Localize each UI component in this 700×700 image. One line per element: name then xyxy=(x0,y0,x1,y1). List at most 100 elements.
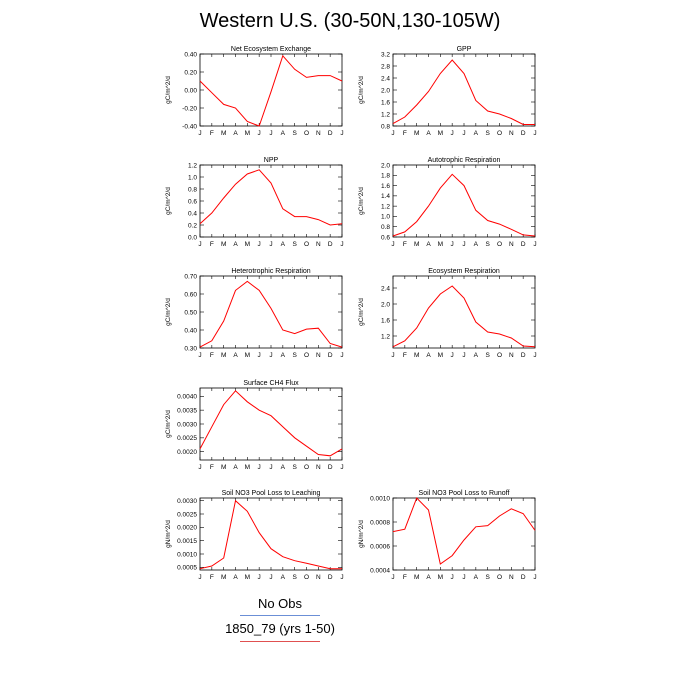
panel-title: Autotrophic Respiration xyxy=(428,157,501,164)
y-tick-label: 0.0025 xyxy=(177,435,197,442)
x-tick-label: F xyxy=(403,130,407,137)
x-tick-label: M xyxy=(414,574,419,581)
y-tick-label: 0.0010 xyxy=(370,495,390,502)
x-tick-label: O xyxy=(304,574,309,581)
series-line xyxy=(392,497,536,565)
x-tick-label: J xyxy=(198,241,201,248)
x-tick-label: J xyxy=(462,574,465,581)
x-tick-label: F xyxy=(210,352,214,359)
panel-heterotrophic-respiration: Heterotrophic Respiration J F M A M J J A S O N D J 0.… xyxy=(160,264,360,388)
x-tick-label: O xyxy=(304,241,309,248)
x-tick-label: D xyxy=(328,130,333,137)
page-title: Western U.S. (30-50N,130-105W) xyxy=(199,10,501,32)
x-tick-label: M xyxy=(245,574,250,581)
x-tick-label: J xyxy=(451,352,454,359)
x-tick-label: J xyxy=(391,574,394,581)
x-tick-label: J xyxy=(533,130,536,137)
x-tick-label: J xyxy=(258,574,261,581)
y-tick-label: 0.40 xyxy=(184,51,197,58)
x-tick-label: M xyxy=(221,464,226,471)
x-tick-label: M xyxy=(438,241,443,248)
x-tick-label: S xyxy=(292,352,297,359)
y-tick-label: 0.60 xyxy=(184,291,197,298)
x-tick-label: J xyxy=(269,130,272,137)
y-tick-label: 0.0030 xyxy=(177,498,197,505)
y-tick-label: 0.00 xyxy=(184,87,197,94)
panel-soil-no3-leaching: Soil NO3 Pool Loss to Leaching J F M A M J J A S O… xyxy=(160,486,360,610)
y-tick-label: 0.8 xyxy=(188,186,197,193)
y-tick-label: 0.2 xyxy=(188,222,197,229)
y-axis-label: gC/m^2/d xyxy=(358,298,365,326)
x-tick-label: M xyxy=(414,241,419,248)
y-tick-label: 1.6 xyxy=(381,183,390,190)
x-tick-label: J xyxy=(340,464,343,471)
plot-frame xyxy=(392,497,536,571)
x-tick-label: J xyxy=(198,352,201,359)
x-tick-label: J xyxy=(269,352,272,359)
y-tick-label: -0.40 xyxy=(182,123,197,130)
x-tick-label: M xyxy=(221,241,226,248)
x-tick-label: M xyxy=(245,241,250,248)
y-tick-label: 0.0025 xyxy=(177,511,197,518)
y-tick-label: 0.0005 xyxy=(177,565,197,572)
x-tick-label: M xyxy=(245,352,250,359)
x-tick-label: F xyxy=(210,130,214,137)
x-tick-label: O xyxy=(497,130,502,137)
y-tick-label: 0.8 xyxy=(381,123,390,130)
x-tick-label: S xyxy=(485,130,490,137)
x-tick-label: A xyxy=(233,241,238,248)
x-tick-label: N xyxy=(316,464,321,471)
x-tick-label: O xyxy=(304,464,309,471)
panel-gpp: GPP J F M A M J J A S O N D J 0.8 1.2 1.6 2.0 2.4 2.8 3.2 gC/… xyxy=(353,42,553,166)
x-tick-label: S xyxy=(292,130,297,137)
x-tick-label: N xyxy=(316,130,321,137)
y-axis-label: gN/m^2/d xyxy=(165,520,172,548)
x-tick-label: A xyxy=(474,352,479,359)
x-tick-label: J xyxy=(258,352,261,359)
x-tick-label: A xyxy=(233,352,238,359)
y-tick-label: 0.40 xyxy=(184,327,197,334)
x-tick-label: J xyxy=(533,574,536,581)
series-line xyxy=(392,59,535,125)
x-tick-label: A xyxy=(281,241,286,248)
x-tick-label: J xyxy=(269,574,272,581)
x-tick-label: N xyxy=(316,352,321,359)
y-tick-label: 0.0020 xyxy=(177,525,197,532)
x-tick-label: J xyxy=(451,130,454,137)
x-tick-label: N xyxy=(316,241,321,248)
y-tick-label: -0.20 xyxy=(182,105,197,112)
x-tick-label: J xyxy=(340,574,343,581)
x-tick-label: O xyxy=(497,574,502,581)
x-tick-label: A xyxy=(426,574,431,581)
x-tick-label: A xyxy=(426,130,431,137)
x-tick-label: O xyxy=(304,352,309,359)
y-tick-label: 1.2 xyxy=(381,333,390,340)
x-tick-label: O xyxy=(497,352,502,359)
panel-title: Surface CH4 Flux xyxy=(243,380,299,387)
y-tick-label: 0.6 xyxy=(188,198,197,205)
y-tick-label: 0.50 xyxy=(184,309,197,316)
x-tick-label: S xyxy=(485,241,490,248)
y-tick-label: 0.0020 xyxy=(177,449,197,456)
x-tick-label: O xyxy=(497,241,502,248)
x-tick-label: F xyxy=(210,574,214,581)
y-tick-label: 1.6 xyxy=(381,317,390,324)
panel-title: NPP xyxy=(264,157,279,164)
x-tick-label: A xyxy=(233,130,238,137)
x-tick-label: J xyxy=(451,241,454,248)
y-tick-label: 2.0 xyxy=(381,301,390,308)
y-tick-label: 2.0 xyxy=(381,162,390,169)
panel-title: Net Ecosystem Exchange xyxy=(231,46,311,53)
y-tick-label: 0.0040 xyxy=(177,394,197,401)
x-tick-label: M xyxy=(245,130,250,137)
x-tick-label: J xyxy=(533,352,536,359)
x-tick-label: M xyxy=(221,352,226,359)
x-tick-label: D xyxy=(521,574,526,581)
series-line xyxy=(199,280,343,348)
